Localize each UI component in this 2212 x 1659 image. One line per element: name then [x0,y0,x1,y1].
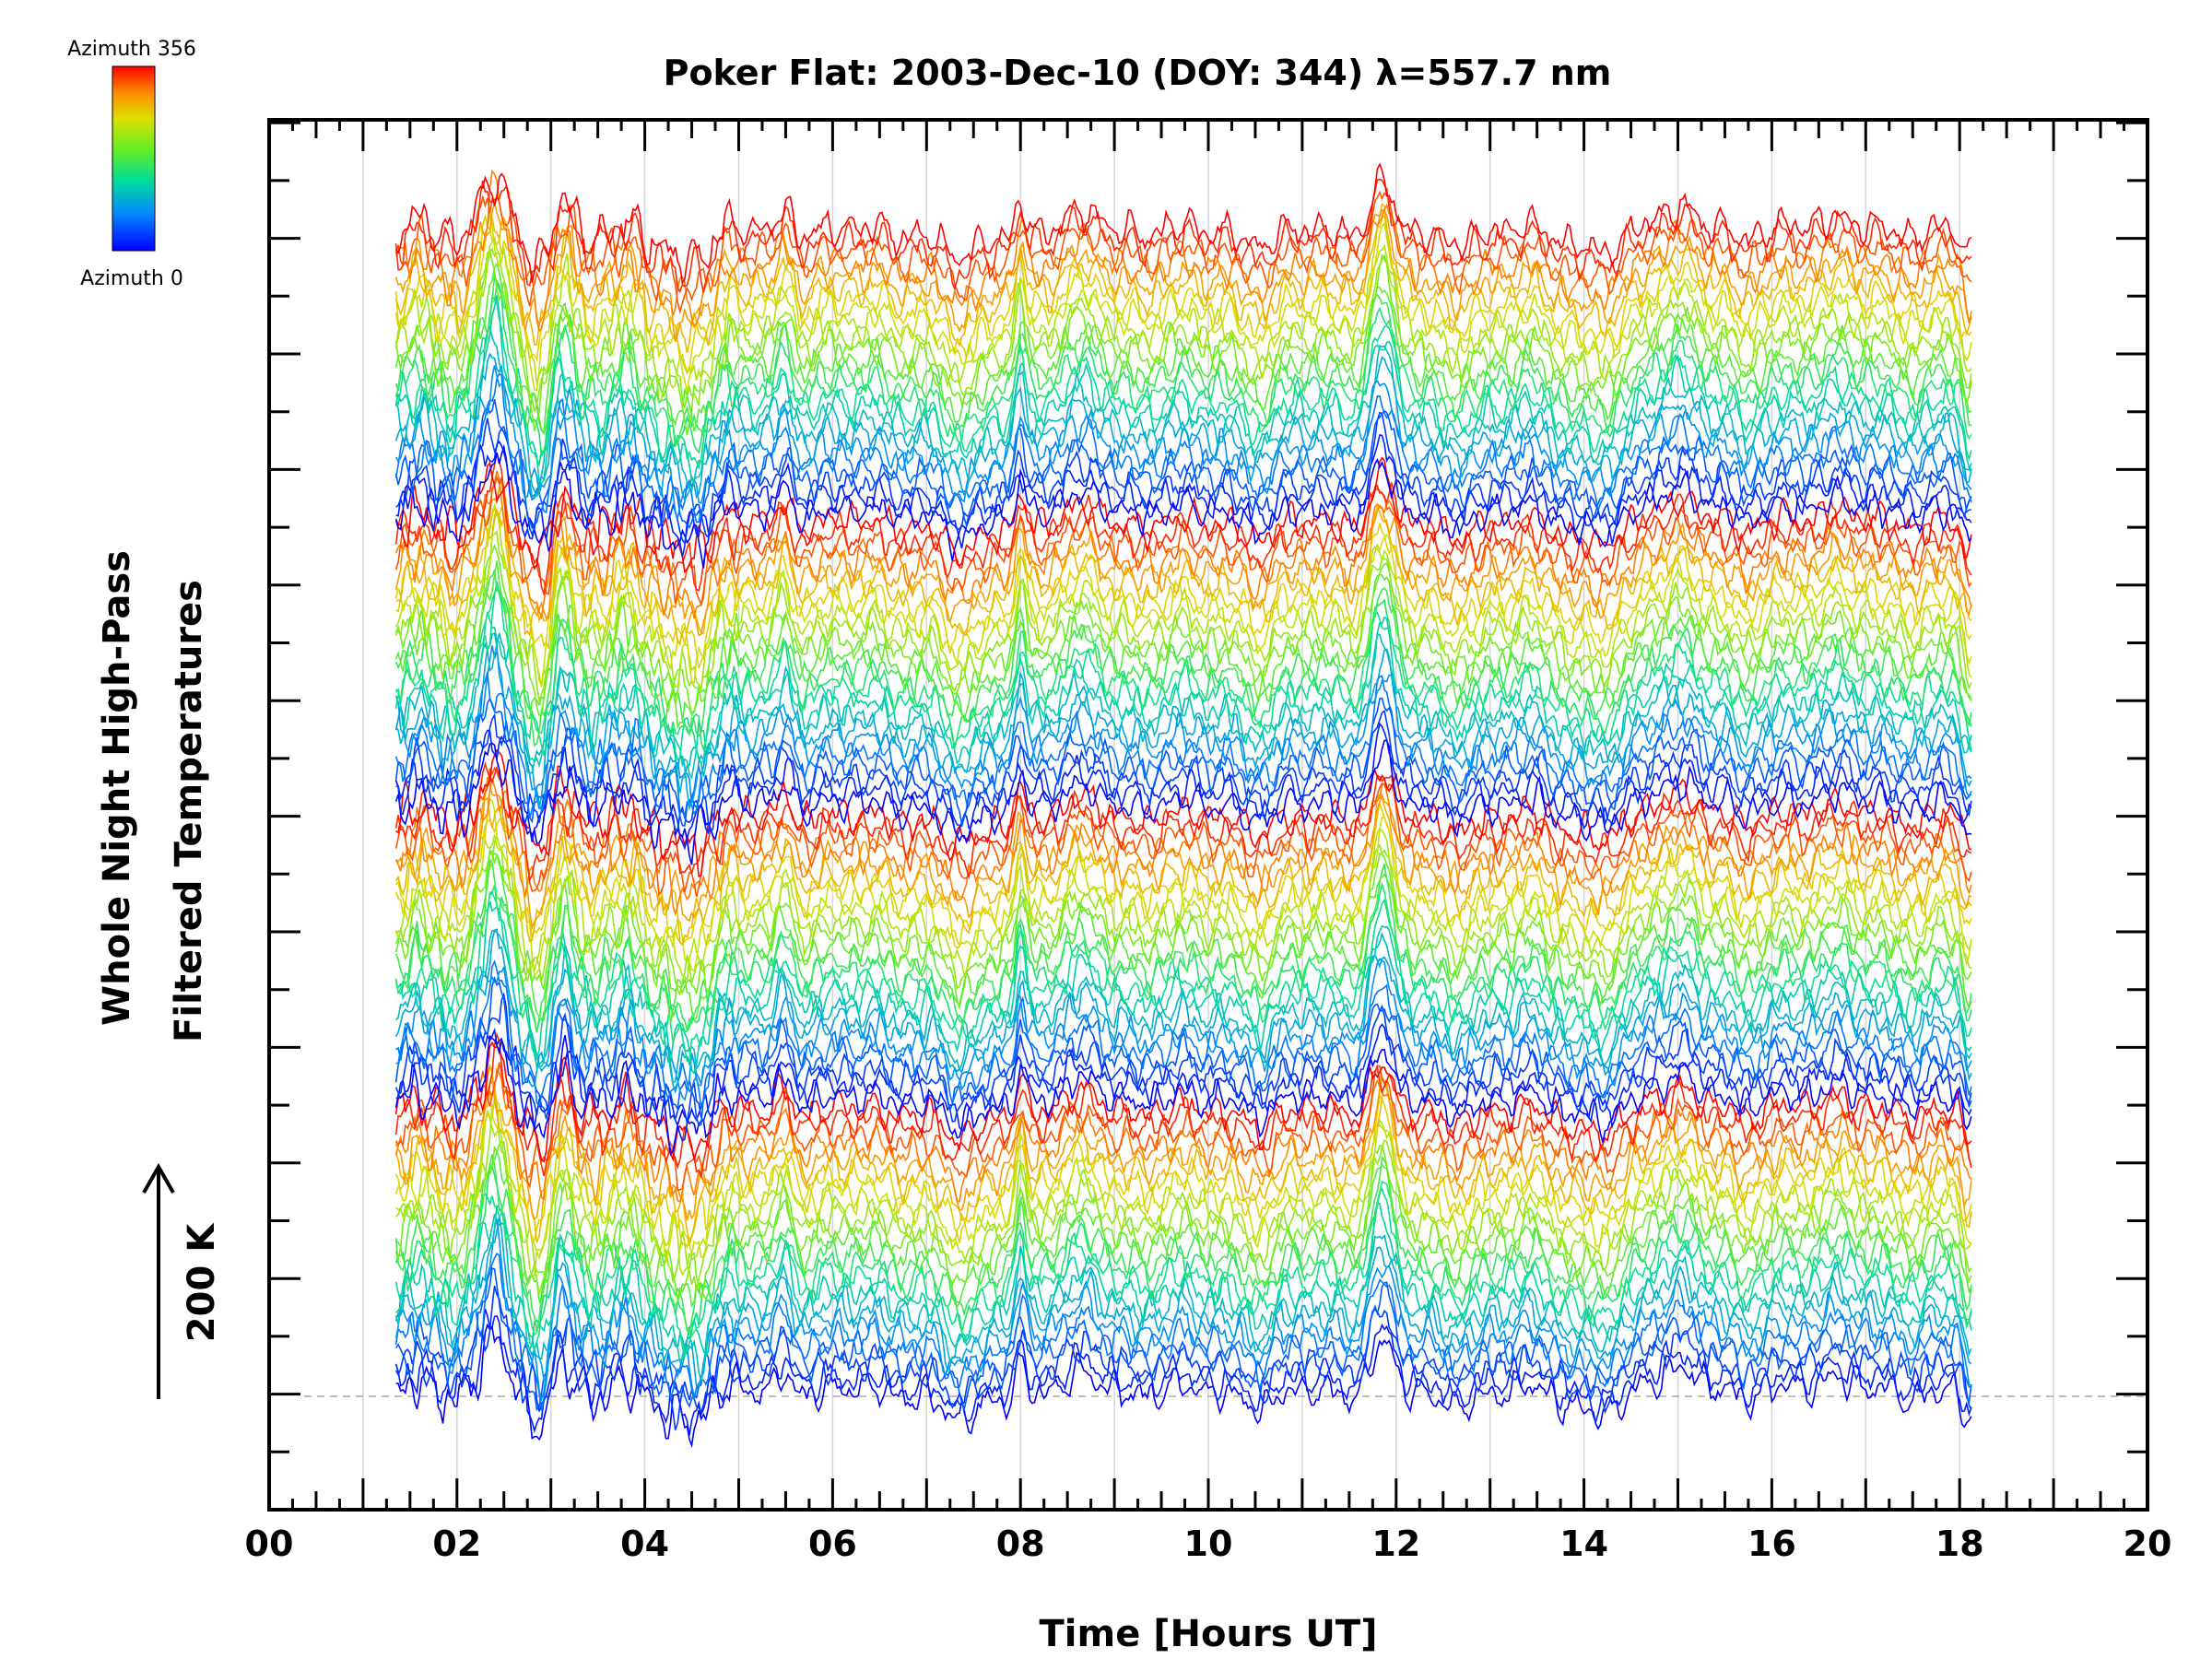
series-line [394,1285,1972,1430]
x-tick-label: 00 [245,1524,294,1564]
series-line [394,543,1972,716]
chart-title: Poker Flat: 2003-Dec-10 (DOY: 344) λ=557… [664,53,1612,93]
colorbar-bottom-label: Azimuth 0 [80,267,183,290]
y-axis-label-line2: Filtered Temperatures [168,580,210,1042]
x-tick-label: 04 [620,1524,669,1564]
scale-arrow-head [142,1162,175,1194]
series-line [394,399,1971,531]
series-line [394,891,1972,1063]
x-tick-label: 08 [996,1524,1045,1564]
series-line [394,847,1972,1023]
series-line [395,505,1972,644]
series-line [395,958,1972,1101]
series-line [394,1253,1972,1411]
series-line [394,247,1972,412]
series-line [394,1214,1972,1382]
series-line [394,570,1972,747]
series-line [394,560,1972,730]
series-line [394,213,1972,372]
series-line [395,835,1972,997]
series-line [394,1218,1972,1403]
series-line [394,1154,1972,1336]
series-line [394,672,1972,819]
series-line [394,509,1972,692]
colorbar-top-label: Azimuth 356 [67,38,196,61]
series-line [394,470,1972,620]
x-tick-label: 06 [808,1524,857,1564]
series-line [394,881,1972,1044]
series-line [394,1308,1972,1436]
x-tick-label: 10 [1184,1524,1233,1564]
series-line [394,162,1972,286]
series-line [395,611,1972,780]
series-line [394,213,1972,393]
series-line [395,959,1972,1109]
series-line [394,697,1972,827]
series-line [394,295,1972,486]
series-line [394,453,1972,597]
series-line [395,1101,1972,1295]
series-line [394,352,1972,502]
series-line [394,1034,1972,1157]
series-line [394,632,1972,794]
series-line [395,748,1971,878]
series-line [394,992,1972,1124]
series-line [394,1080,1972,1245]
series-line [394,190,1972,315]
series-line [394,645,1972,816]
series-line [395,1023,1972,1142]
series-line [394,1089,1972,1250]
x-tick-label: 18 [1936,1524,1984,1564]
series-line [394,761,1972,882]
series-line [394,235,1972,389]
series-line [394,739,1972,865]
series-line [394,850,1972,1011]
series-line [394,777,1972,917]
series-line [394,857,1972,1031]
x-axis-label: Time [Hours UT] [1040,1613,1378,1655]
x-tick-labels: 00 02 04 06 08 10 12 14 16 18 20 [245,1524,2172,1564]
axis-ticks [267,120,2149,1510]
series-line [394,1186,1972,1359]
series-line [395,796,1972,976]
series-line [394,1266,1972,1413]
series-line [395,505,1972,669]
series-line [394,1166,1972,1338]
series-line [394,722,1972,851]
series-line [395,776,1972,931]
series-line [394,529,1972,705]
series-line [395,1110,1972,1278]
x-tick-label: 20 [2124,1524,2172,1564]
series-line [394,1062,1972,1192]
y-axis-label-line1: Whole Night High-Pass [96,550,138,1026]
series-line [395,710,1972,833]
series-line [394,456,1972,574]
series-line [395,434,1972,558]
series-line [395,929,1972,1084]
series-line [394,443,1972,569]
series-line [394,178,1972,293]
series-layer [394,162,1972,1449]
x-tick-label: 14 [1559,1524,1608,1564]
series-line [395,1149,1972,1309]
x-tick-label: 16 [1747,1524,1796,1564]
x-tick-label: 12 [1371,1524,1420,1564]
series-line [394,1063,1972,1221]
x-tick-label: 02 [432,1524,481,1564]
series-line [395,1202,1972,1363]
series-line [394,828,1972,982]
series-line [394,251,1972,436]
series-line [394,295,1972,470]
series-line [394,1216,1972,1387]
colorbar [112,65,156,252]
series-line [394,632,1972,811]
scale-bar-label: 200 K [181,1222,223,1342]
